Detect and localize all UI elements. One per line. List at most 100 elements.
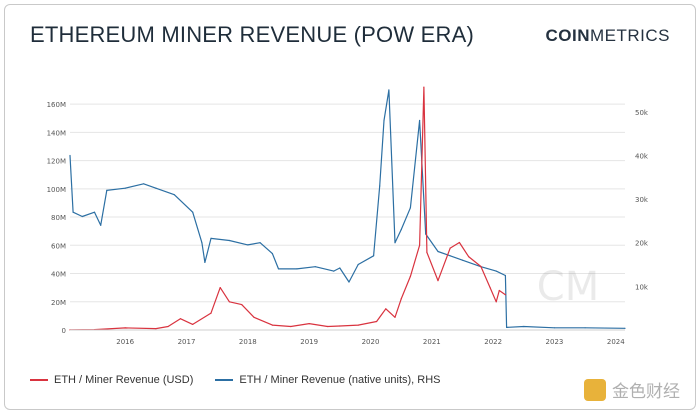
y-left-tick-label: 80M xyxy=(51,214,66,222)
data-point xyxy=(437,250,439,253)
golden-square-logo-icon xyxy=(584,378,606,401)
legend-item-usd: ETH / Miner Revenue (USD) xyxy=(30,374,193,386)
data-point xyxy=(489,287,491,289)
data-point xyxy=(290,325,292,328)
y-left-tick-label: 20M xyxy=(51,299,66,307)
legend-swatch-usd xyxy=(30,379,48,381)
data-point xyxy=(228,239,230,242)
data-point xyxy=(259,242,261,244)
data-point xyxy=(81,215,83,218)
data-point xyxy=(400,229,402,231)
legend-item-native: ETH / Miner Revenue (native units), RHS xyxy=(215,374,441,386)
data-point xyxy=(253,316,255,318)
brand-logo-part1: COIN xyxy=(545,26,590,45)
data-point xyxy=(379,185,381,187)
y-right-tick-label: 50k xyxy=(635,109,649,117)
data-point xyxy=(394,316,396,318)
data-point xyxy=(228,301,230,303)
data-point xyxy=(204,261,206,263)
data-point xyxy=(419,119,421,122)
x-tick-label: 2022 xyxy=(484,338,502,346)
data-point xyxy=(314,266,316,268)
data-point xyxy=(357,324,359,326)
data-point xyxy=(201,242,203,244)
data-point xyxy=(210,237,212,239)
y-right-tick-label: 20k xyxy=(635,240,649,248)
data-point xyxy=(584,327,586,329)
right-axis-ticks: 10k 20k 30k 40k 50k xyxy=(635,109,649,292)
data-point xyxy=(449,255,451,257)
watermark-text: 金色财经 xyxy=(612,382,680,402)
data-point xyxy=(241,304,243,306)
chart-card xyxy=(4,4,696,410)
data-point xyxy=(437,280,439,282)
data-point xyxy=(100,224,102,226)
data-point xyxy=(506,326,508,328)
data-point xyxy=(385,308,387,310)
data-point xyxy=(179,318,181,320)
data-point xyxy=(373,255,375,257)
y-left-tick-label: 100M xyxy=(47,186,66,194)
data-point xyxy=(480,265,482,268)
data-point xyxy=(409,207,411,209)
data-point xyxy=(348,281,350,283)
data-point xyxy=(339,325,341,327)
data-point xyxy=(192,211,194,213)
data-point xyxy=(219,287,221,289)
data-point xyxy=(210,312,212,314)
y-left-tick-label: 160M xyxy=(47,101,66,109)
chart-title: ETHEREUM MINER REVENUE (POW ERA) xyxy=(30,22,474,47)
data-point xyxy=(394,242,396,244)
legend-swatch-native xyxy=(215,379,234,381)
data-point xyxy=(106,189,108,191)
data-point xyxy=(296,268,298,270)
data-point xyxy=(498,289,500,292)
data-point xyxy=(167,325,169,328)
data-point xyxy=(426,251,428,253)
x-tick-label: 2023 xyxy=(546,338,564,346)
data-point xyxy=(419,244,421,246)
left-axis-ticks: 0 20M 40M 60M 80M 100M 120M 140M 160M xyxy=(47,101,66,335)
y-left-tick-label: 120M xyxy=(47,158,66,166)
x-tick-label: 2017 xyxy=(178,338,196,346)
x-tick-label: 2021 xyxy=(423,338,441,346)
data-point xyxy=(173,194,175,196)
data-point xyxy=(143,183,145,185)
data-point xyxy=(504,294,506,296)
y-right-tick-label: 10k xyxy=(635,283,649,291)
cm-watermark-text: CM xyxy=(537,264,599,310)
y-left-tick-label: 40M xyxy=(51,271,66,279)
data-point xyxy=(409,275,411,277)
data-point xyxy=(495,301,497,303)
y-left-tick-label: 0 xyxy=(62,327,66,335)
x-tick-label: 2019 xyxy=(300,338,318,346)
data-point xyxy=(155,328,157,330)
cm-watermark: CM xyxy=(537,264,599,310)
x-tick-label: 2020 xyxy=(362,338,380,346)
x-tick-label: 2024 xyxy=(607,338,625,346)
data-point xyxy=(468,256,470,258)
data-point xyxy=(124,327,126,329)
data-point xyxy=(357,263,359,266)
data-point xyxy=(327,325,329,328)
legend-label-usd: ETH / Miner Revenue (USD) xyxy=(54,374,194,386)
legend-label-native: ETH / Miner Revenue (native units), RHS xyxy=(239,374,441,386)
data-point xyxy=(192,323,194,325)
y-right-tick-label: 40k xyxy=(635,152,649,160)
data-point xyxy=(93,211,96,213)
data-point xyxy=(333,270,335,272)
data-point xyxy=(504,274,506,277)
data-point xyxy=(423,86,425,88)
data-point xyxy=(449,247,451,249)
y-left-tick-label: 140M xyxy=(47,129,66,137)
x-axis-ticks: 2016 2017 2018 2019 2020 2021 2022 2023 2024 xyxy=(70,329,625,346)
data-point xyxy=(458,241,460,244)
data-point xyxy=(271,324,273,326)
data-point xyxy=(124,187,126,189)
watermark: 金色财经 xyxy=(584,377,680,402)
brand-logo-part2: METRICS xyxy=(590,26,670,45)
series-line-usd xyxy=(69,86,506,331)
x-tick-label: 2018 xyxy=(239,338,257,346)
brand-logo: COINMETRICS xyxy=(546,26,671,46)
